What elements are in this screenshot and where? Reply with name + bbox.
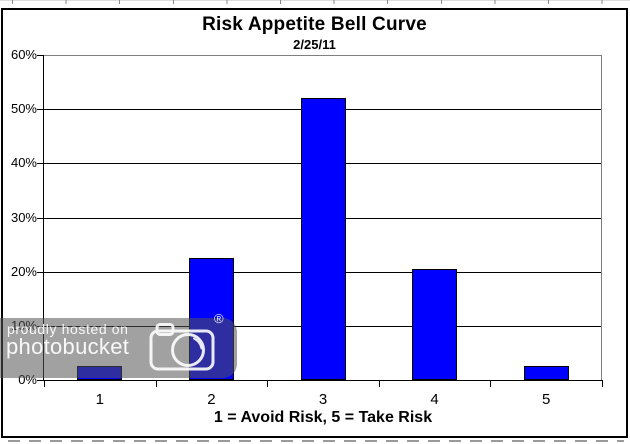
y-tick-label-30: 30%: [10, 209, 37, 225]
watermark-tagline: proudly hosted on: [7, 321, 129, 337]
x-tick-4: [490, 381, 492, 387]
y-tick-30: [37, 217, 44, 219]
y-tick-50: [37, 109, 44, 111]
x-tick-1: [155, 381, 157, 387]
y-tick-label-60: 60%: [10, 47, 37, 62]
registered-trademark-symbol: ®: [214, 311, 224, 326]
spreadsheet-bottom-edge: [8, 440, 624, 442]
chart-title: Risk Appetite Bell Curve: [202, 14, 427, 35]
x-tick-0: [44, 381, 45, 387]
chart-subtitle: 2/25/11: [293, 37, 336, 52]
bar-5: [523, 366, 569, 380]
x-tick-label-2: 2: [207, 391, 216, 408]
y-tick-40: [37, 163, 44, 165]
x-axis-title: 1 = Avoid Risk, 5 = Take Risk: [213, 409, 433, 426]
bar-3: [300, 98, 346, 380]
y-tick-label-50: 50%: [10, 101, 37, 117]
x-tick-3: [378, 381, 380, 387]
x-tick-5: [602, 381, 603, 387]
x-tick-label-3: 3: [318, 391, 328, 408]
y-tick-label-20: 20%: [10, 263, 37, 279]
x-tick-label-1: 1: [95, 391, 104, 408]
spreadsheet-top-edge: [0, 0, 630, 6]
camera-icon: [149, 323, 215, 371]
photobucket-watermark: proudly hosted on photobucket ®: [0, 311, 237, 378]
watermark-brand: photobucket: [6, 334, 130, 359]
y-tick-0: [37, 380, 44, 381]
x-tick-label-4: 4: [430, 391, 439, 408]
spreadsheet-column-ticks: [12, 0, 618, 4]
y-tick-20: [37, 271, 44, 273]
y-tick-60: [37, 55, 44, 56]
plot-border: [44, 55, 602, 380]
y-tick-label-40: 40%: [10, 155, 37, 171]
x-tick-label-5: 5: [542, 391, 551, 408]
x-axis-line: [43, 380, 603, 381]
x-tick-2: [267, 381, 269, 387]
bar-4: [412, 269, 458, 380]
